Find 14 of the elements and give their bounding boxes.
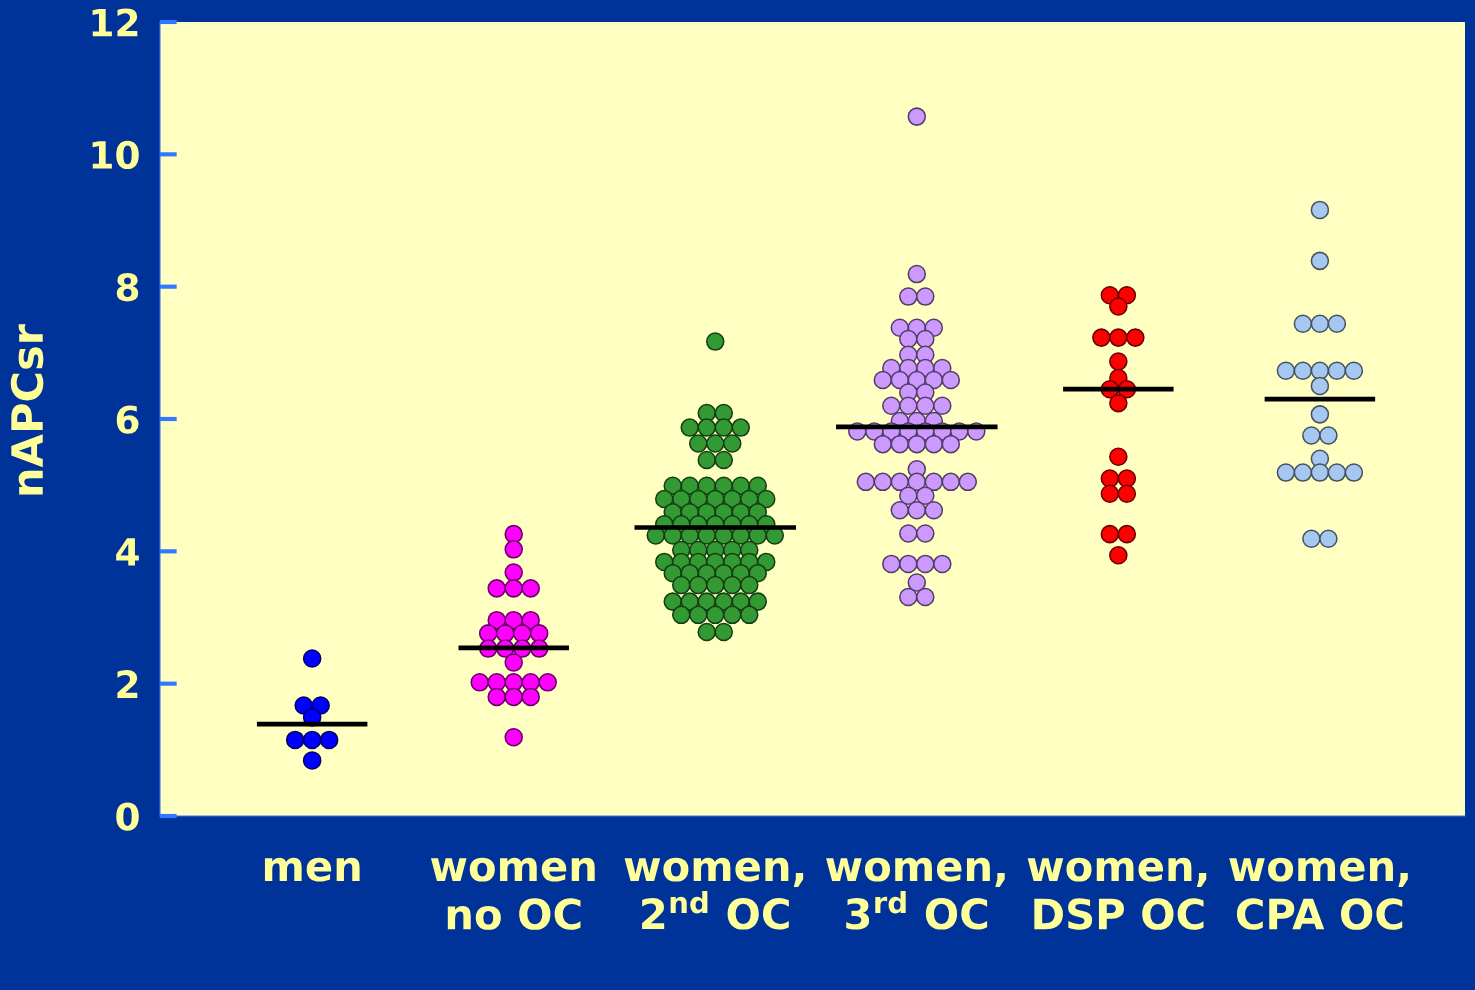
- x-tick-label: women no OC: [430, 857, 595, 930]
- y-tick-label: 10: [92, 140, 139, 170]
- y-tick-label: 0: [116, 802, 139, 831]
- x-tick-label: women, CPA OC: [1229, 857, 1408, 930]
- y-tick-label: 2: [117, 670, 138, 698]
- y-tick-label: 6: [116, 405, 139, 434]
- y-tick-label: 8: [116, 273, 139, 302]
- x-tick-label: women, 2$^{nd}$ OC: [624, 857, 804, 930]
- y-tick-label: 12: [92, 8, 138, 37]
- y-tick-label: 4: [116, 538, 139, 566]
- x-tick-label: women, DSP OC: [1027, 857, 1207, 930]
- x-tick-label: women, 3$^{rd}$ OC: [826, 857, 1005, 930]
- y-axis-title: nAPCsr: [10, 324, 44, 495]
- x-tick-label: men: [264, 857, 360, 882]
